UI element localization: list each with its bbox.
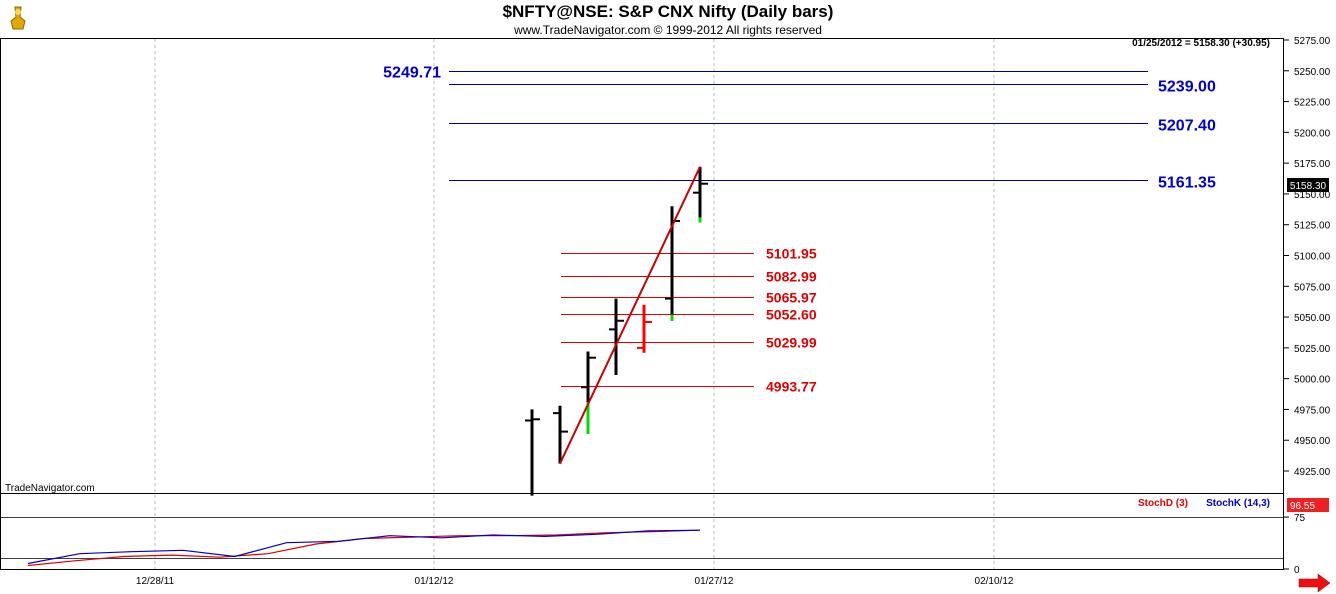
trend-line xyxy=(559,166,701,465)
price-badge-bg xyxy=(1287,178,1329,192)
stoch-k-line xyxy=(27,529,701,565)
price-tick-label: 4975.00 xyxy=(1294,405,1331,416)
grid-lines xyxy=(154,39,995,569)
price-tick-label: 5100.00 xyxy=(1294,252,1331,263)
price-tick-label: 5050.00 xyxy=(1294,313,1331,324)
price-tick-label: 4925.00 xyxy=(1294,467,1331,478)
trade-navigator-logo-icon xyxy=(3,3,33,31)
stoch-d-legend: StochD (3) xyxy=(1138,498,1188,509)
price-tick-label: 5175.00 xyxy=(1294,159,1331,170)
chart-title: $NFTY@NSE: S&P CNX Nifty (Daily bars) xyxy=(503,2,834,21)
fib-level-label: 5065.97 xyxy=(766,290,817,306)
date-tick-label: 01/12/12 xyxy=(415,576,454,587)
stoch-badge: 96.55 xyxy=(1290,501,1315,512)
price-tick-label: 5225.00 xyxy=(1294,98,1331,109)
stoch-tick-label: 75 xyxy=(1294,513,1306,524)
last-price-readout: 01/25/2012 = 5158.30 (+30.95) xyxy=(1132,38,1270,49)
right-arrow-icon[interactable] xyxy=(1298,573,1331,593)
price-tick-label: 5250.00 xyxy=(1294,67,1331,78)
blue-level-label: 5161.35 xyxy=(1158,175,1216,192)
price-tick-label: 5000.00 xyxy=(1294,375,1331,386)
stochastic-lines xyxy=(1,517,1283,567)
stoch-tick-label: 0 xyxy=(1294,565,1300,576)
level-lines: 5249.71 5239.00 5207.40 5161.35 5101.95 5082.… xyxy=(383,65,1216,395)
fib-level-label: 5101.95 xyxy=(766,246,817,262)
blue-level-label: 5249.71 xyxy=(383,65,441,82)
price-tick-label: 5075.00 xyxy=(1294,282,1331,293)
fib-level-label: 4993.77 xyxy=(766,379,817,395)
stoch-panel xyxy=(0,493,1284,570)
price-tick-label: 5025.00 xyxy=(1294,344,1331,355)
blue-level-label: 5239.00 xyxy=(1158,79,1216,96)
stoch-k-legend: StochK (14,3) xyxy=(1206,498,1270,509)
date-tick-label: 02/10/12 xyxy=(975,576,1014,587)
watermark: TradeNavigator.com xyxy=(5,483,95,494)
fib-level-label: 5029.99 xyxy=(766,335,817,351)
price-tick-label: 5150.00 xyxy=(1294,190,1331,201)
chart-subtitle: www.TradeNavigator.com © 1999-2012 All r… xyxy=(513,23,822,37)
date-tick-label: 01/27/12 xyxy=(695,576,734,587)
price-tick-label: 5125.00 xyxy=(1294,221,1331,232)
price-axis: 5275.00 5250.00 5225.00 5200.00 5175.00 5150.… xyxy=(1284,36,1331,576)
stoch-badge-bg xyxy=(1287,498,1329,512)
price-badge: 5158.30 xyxy=(1290,181,1327,192)
fib-level-label: 5052.60 xyxy=(766,307,817,323)
date-axis: 12/28/11 01/12/12 01/27/12 02/10/12 xyxy=(136,576,1014,587)
blue-level-label: 5207.40 xyxy=(1158,118,1216,135)
price-tick-label: 5275.00 xyxy=(1294,36,1331,47)
price-tick-label: 4950.00 xyxy=(1294,436,1331,447)
fib-level-label: 5082.99 xyxy=(766,269,817,285)
price-bars xyxy=(525,166,708,496)
price-tick-label: 5200.00 xyxy=(1294,128,1331,139)
date-tick-label: 12/28/11 xyxy=(136,576,175,587)
